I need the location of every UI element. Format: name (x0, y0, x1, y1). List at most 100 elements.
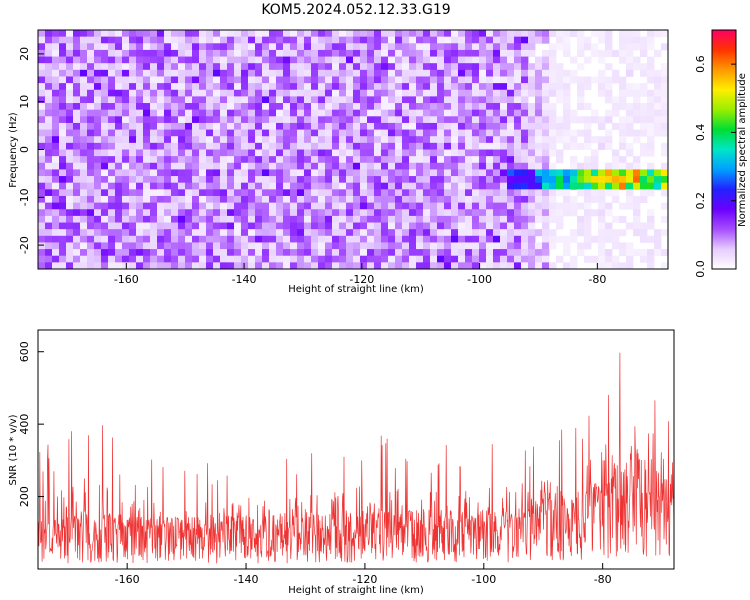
heatmap-cell (535, 169, 543, 177)
heatmap-cell (206, 182, 214, 190)
heatmap-cell (493, 96, 501, 104)
heatmap-cell (598, 222, 606, 230)
heatmap-cell (619, 202, 627, 210)
heatmap-cell (318, 76, 326, 84)
heatmap-cell (59, 116, 67, 124)
heatmap-cell (311, 83, 319, 91)
heatmap-cell (59, 162, 67, 170)
heatmap-cell (514, 116, 522, 124)
heatmap-cell (416, 202, 424, 210)
heatmap-cell (549, 215, 557, 223)
heatmap-cell (136, 229, 144, 237)
heatmap-cell (318, 189, 326, 197)
heatmap-cell (171, 215, 179, 223)
heatmap-cell (59, 176, 67, 184)
heatmap-cell (318, 122, 326, 130)
heatmap-cell (360, 262, 368, 269)
heatmap-cell (535, 262, 543, 269)
heatmap-cell (227, 122, 235, 130)
heatmap-cell (80, 176, 88, 184)
heatmap-cell (311, 169, 319, 177)
heatmap-cell (493, 235, 501, 243)
heatmap-cell (619, 162, 627, 170)
heatmap-cell (654, 235, 662, 243)
heatmap-cell (220, 76, 228, 84)
heatmap-cell (549, 176, 557, 184)
heatmap-cell (297, 229, 305, 237)
heatmap-cell (234, 156, 242, 164)
heatmap-cell (402, 56, 410, 64)
heatmap-cell (178, 96, 186, 104)
heatmap-cell (486, 249, 494, 257)
heatmap-cell (360, 255, 368, 263)
heatmap-cell (444, 156, 452, 164)
heatmap-cell (661, 89, 668, 97)
heatmap-cell (486, 222, 494, 230)
heatmap-cell (311, 222, 319, 230)
heatmap-cell (143, 129, 151, 137)
heatmap-cell (423, 103, 431, 111)
heatmap-cell (514, 202, 522, 210)
heatmap-cell (73, 142, 81, 150)
heatmap-cell (87, 262, 95, 269)
heatmap-cell (241, 262, 249, 269)
heatmap-cell (479, 255, 487, 263)
heatmap-cell (409, 109, 417, 117)
heatmap-cell (269, 109, 277, 117)
heatmap-cell (192, 76, 200, 84)
heatmap-cell (87, 63, 95, 71)
heatmap-cell (66, 30, 74, 38)
heatmap-cell (185, 76, 193, 84)
heatmap-cell (577, 176, 585, 184)
heatmap-cell (227, 136, 235, 144)
heatmap-cell (157, 129, 165, 137)
heatmap-cell (647, 56, 655, 64)
heatmap-cell (339, 215, 347, 223)
heatmap-cell (402, 255, 410, 263)
heatmap-cell (206, 43, 214, 51)
heatmap-cell (52, 169, 60, 177)
heatmap-cell (290, 63, 298, 71)
heatmap-cell (332, 89, 340, 97)
heatmap-cell (605, 262, 613, 269)
heatmap-cell (360, 30, 368, 38)
heatmap-cell (248, 136, 256, 144)
heatmap-cell (185, 169, 193, 177)
heatmap-cell (283, 209, 291, 217)
heatmap-cell (213, 36, 221, 44)
heatmap-cell (619, 262, 627, 269)
heatmap-cell (129, 96, 137, 104)
heatmap-cell (535, 69, 543, 77)
heatmap-cell (535, 136, 543, 144)
heatmap-cell (521, 176, 529, 184)
heatmap-cell (535, 83, 543, 91)
heatmap-cell (388, 136, 396, 144)
heatmap-cell (374, 89, 382, 97)
heatmap-cell (164, 142, 172, 150)
heatmap-cell (115, 229, 123, 237)
heatmap-cell (647, 76, 655, 84)
heatmap-cell (206, 189, 214, 197)
heatmap-cell (129, 89, 137, 97)
heatmap-cell (479, 176, 487, 184)
heatmap-cell (164, 129, 172, 137)
heatmap-cell (52, 109, 60, 117)
heatmap-cell (521, 49, 529, 57)
heatmap-cell (395, 49, 403, 57)
heatmap-cell (206, 209, 214, 217)
heatmap-cell (150, 116, 158, 124)
heatmap-cell (472, 89, 480, 97)
heatmap-cell (283, 156, 291, 164)
heatmap-cell (143, 63, 151, 71)
heatmap-cell (612, 242, 620, 250)
heatmap-cell (171, 149, 179, 157)
heatmap-cell (255, 255, 263, 263)
heatmap-cell (227, 202, 235, 210)
heatmap-cell (73, 156, 81, 164)
heatmap-cell (318, 96, 326, 104)
heatmap-cell (220, 235, 228, 243)
heatmap-cell (290, 49, 298, 57)
heatmap-cell (52, 136, 60, 144)
heatmap-cell (220, 215, 228, 223)
heatmap-cell (87, 215, 95, 223)
